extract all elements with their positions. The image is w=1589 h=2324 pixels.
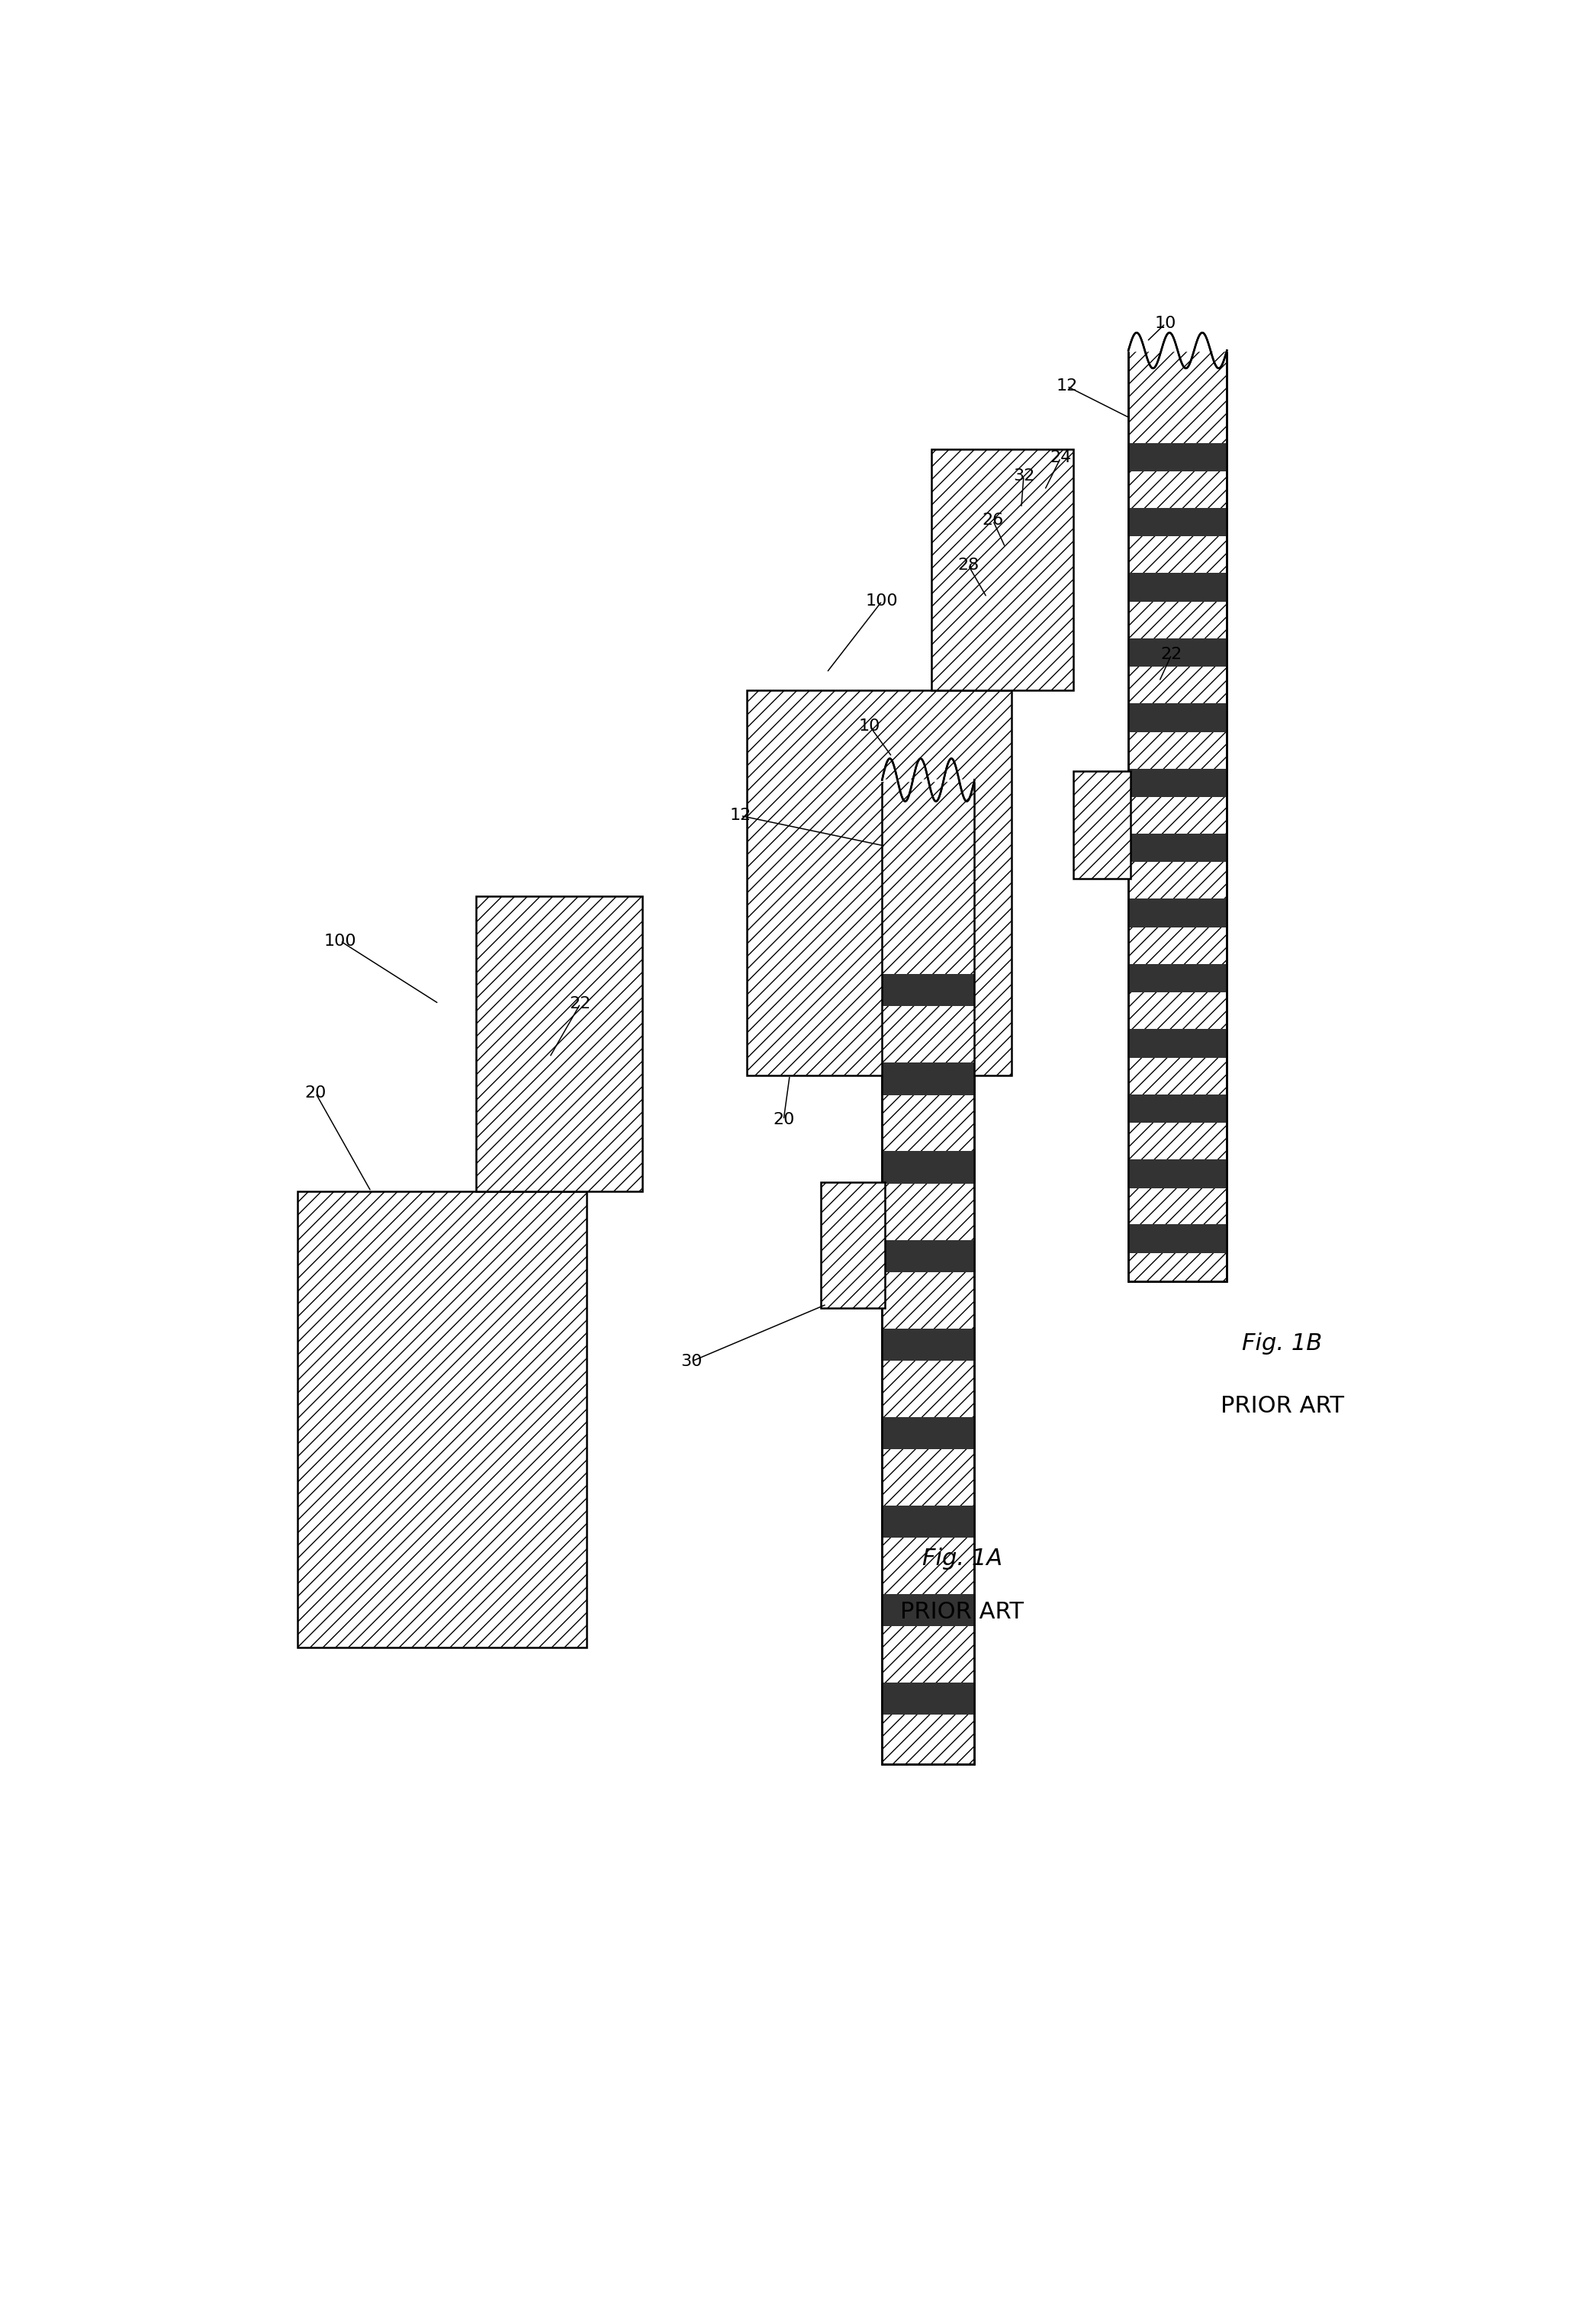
- Bar: [1128, 444, 1227, 472]
- Bar: [297, 1192, 586, 1648]
- Text: 26: 26: [982, 514, 1004, 528]
- Bar: [882, 1150, 974, 1183]
- Bar: [1128, 1225, 1227, 1253]
- Text: 32: 32: [1012, 467, 1034, 483]
- Text: PRIOR ART: PRIOR ART: [901, 1601, 1023, 1622]
- Bar: [882, 781, 974, 1764]
- Bar: [882, 974, 974, 1006]
- Text: 20: 20: [305, 1085, 326, 1102]
- Bar: [747, 690, 1011, 1076]
- Bar: [1128, 1095, 1227, 1122]
- Bar: [882, 1329, 974, 1360]
- Bar: [1128, 639, 1227, 667]
- Text: Fig. 1B: Fig. 1B: [1243, 1332, 1322, 1355]
- Bar: [1128, 351, 1227, 1281]
- Bar: [1128, 704, 1227, 732]
- Bar: [882, 1062, 974, 1095]
- Bar: [882, 1683, 974, 1715]
- Text: 20: 20: [772, 1113, 794, 1127]
- Text: 10: 10: [860, 718, 880, 734]
- Bar: [882, 1594, 974, 1627]
- Text: PRIOR ART: PRIOR ART: [1220, 1394, 1344, 1418]
- Bar: [1128, 351, 1227, 1281]
- Bar: [882, 1239, 974, 1271]
- Bar: [882, 781, 974, 1764]
- Text: 100: 100: [866, 593, 898, 609]
- Text: 22: 22: [1160, 646, 1182, 662]
- Text: 10: 10: [1155, 316, 1176, 332]
- Bar: [1128, 509, 1227, 537]
- Text: 100: 100: [324, 934, 356, 948]
- Bar: [1128, 834, 1227, 862]
- Bar: [1128, 574, 1227, 602]
- Bar: [882, 1418, 974, 1450]
- Bar: [1128, 769, 1227, 797]
- Bar: [882, 1506, 974, 1538]
- Text: 22: 22: [569, 997, 591, 1011]
- Text: Fig. 1A: Fig. 1A: [922, 1548, 1003, 1569]
- Bar: [1128, 1030, 1227, 1057]
- Text: 12: 12: [729, 809, 752, 823]
- Bar: [820, 1183, 885, 1308]
- Bar: [1128, 1160, 1227, 1188]
- Text: 28: 28: [958, 558, 979, 572]
- Text: 30: 30: [680, 1355, 702, 1369]
- Bar: [1128, 964, 1227, 992]
- Bar: [1128, 899, 1227, 927]
- Bar: [1073, 772, 1131, 878]
- Text: 24: 24: [1050, 451, 1071, 465]
- Text: 12: 12: [1057, 379, 1077, 393]
- Bar: [475, 897, 642, 1192]
- Bar: [931, 449, 1073, 690]
